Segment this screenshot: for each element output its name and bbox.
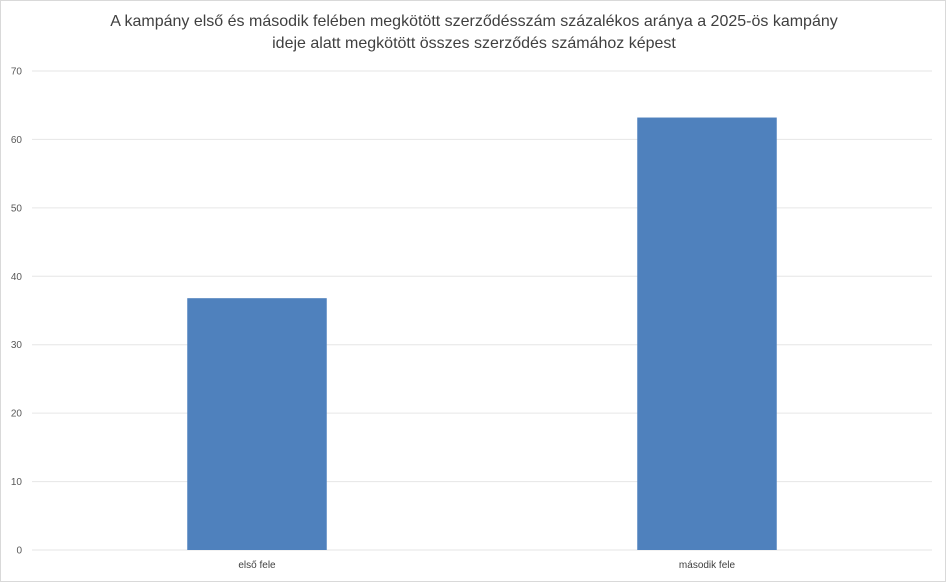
y-tick-label-40: 40 xyxy=(11,272,23,283)
y-tick-label-20: 20 xyxy=(11,409,23,420)
y-tick-label-50: 50 xyxy=(11,203,23,214)
y-tick-label-70: 70 xyxy=(11,67,23,78)
y-tick-label-30: 30 xyxy=(11,340,23,351)
chart-title-line-1: A kampány első és második felében megköt… xyxy=(110,13,838,30)
y-tick-label-60: 60 xyxy=(11,135,23,146)
x-category-label-1: első fele xyxy=(238,560,276,571)
chart-title: A kampány első és második felében megköt… xyxy=(61,11,887,55)
bar-2 xyxy=(637,117,777,550)
x-category-label-2: második fele xyxy=(679,560,736,571)
bar-1 xyxy=(187,298,327,550)
chart-title-line-2: ideje alatt megkötött összes szerződés s… xyxy=(272,35,676,52)
y-tick-label-0: 0 xyxy=(16,546,22,557)
y-tick-label-10: 10 xyxy=(11,477,23,488)
